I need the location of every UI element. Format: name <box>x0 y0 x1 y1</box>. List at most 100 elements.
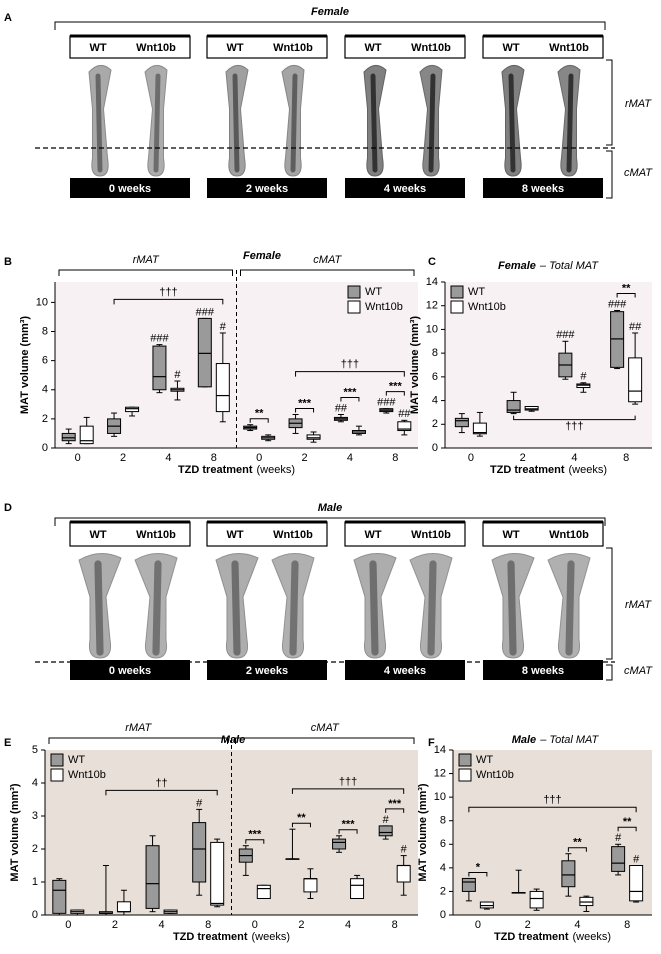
image-header <box>482 521 604 547</box>
box <box>629 865 644 902</box>
legend-swatch <box>458 768 472 782</box>
box <box>561 860 576 888</box>
x-tick-label: 8 <box>624 919 630 931</box>
box <box>215 363 230 413</box>
star-bracket <box>295 408 315 413</box>
genotype-label: Wnt10b <box>136 529 176 541</box>
x-tick-label: 8 <box>623 452 629 464</box>
significance-hash: ## <box>398 408 411 420</box>
star-bracket <box>291 822 311 828</box>
significance-stars: ** <box>255 408 264 420</box>
box <box>628 357 643 403</box>
bone-marrow <box>566 73 574 173</box>
image-panel-title: Female <box>311 6 349 18</box>
significance-stars: *** <box>388 798 402 810</box>
trend-label: †† <box>155 777 167 789</box>
x-tick-label: 2 <box>525 919 531 931</box>
box <box>454 417 469 428</box>
legend-swatch <box>50 768 64 782</box>
x-tick-label: 2 <box>520 452 526 464</box>
bone-marrow <box>508 73 516 173</box>
time-label: 8 weeks <box>522 183 564 195</box>
genotype-label: Wnt10b <box>549 529 589 541</box>
significance-hash: ### <box>150 333 169 345</box>
significance-hash: ## <box>335 402 348 414</box>
box <box>52 879 67 914</box>
bone-marrow <box>369 560 379 656</box>
legend-label: WT <box>476 754 493 766</box>
box <box>397 421 412 432</box>
time-label-box <box>483 178 603 198</box>
trend-label: ††† <box>339 776 357 788</box>
x-tick-label: 4 <box>345 919 351 931</box>
panel-letter: F <box>428 737 435 749</box>
time-label-box <box>345 178 465 198</box>
genotype-label: WT <box>364 529 381 541</box>
x-tick-label: 8 <box>211 452 217 464</box>
x-tick-label: 4 <box>571 452 577 464</box>
region-bracket <box>606 59 613 199</box>
y-tick-label: 2 <box>32 843 38 855</box>
box <box>303 878 318 893</box>
y-tick-label: 10 <box>36 296 48 308</box>
star-bracket <box>249 418 269 423</box>
x-tick-label: 0 <box>475 919 481 931</box>
box <box>529 890 544 909</box>
star-bracket <box>468 871 488 877</box>
region-label: rMAT <box>625 98 652 110</box>
significance-stars: *** <box>342 819 356 831</box>
x-tick-label: 0 <box>65 919 71 931</box>
time-label: 0 weeks <box>109 183 151 195</box>
box <box>472 422 487 435</box>
group-bracket <box>54 21 606 30</box>
chart-title-main: Male <box>512 734 536 746</box>
significance-hash: ### <box>556 329 575 341</box>
y-tick-label: 2 <box>440 885 446 897</box>
plot-background <box>453 750 652 915</box>
legend-swatch <box>450 285 464 299</box>
star-bracket <box>245 839 265 844</box>
panel-letter: E <box>4 737 11 749</box>
bone-marrow <box>94 560 104 656</box>
x-axis-title-unit: (weeks) <box>252 931 291 943</box>
bone-marrow <box>565 560 575 656</box>
trend-bracket <box>295 371 405 377</box>
star-bracket <box>616 292 636 298</box>
legend-label: Wnt10b <box>468 301 506 313</box>
significance-stars: ** <box>297 812 306 824</box>
y-tick-label: 4 <box>432 394 438 406</box>
significance-hash: # <box>580 371 587 383</box>
box <box>197 317 212 388</box>
box <box>61 432 76 442</box>
legend-label: Wnt10b <box>365 301 403 313</box>
time-label: 0 weeks <box>109 665 151 677</box>
x-axis-title: TZD treatment (weeks) <box>173 931 290 943</box>
image-header <box>206 521 328 547</box>
panel-letter: B <box>4 256 12 268</box>
time-label-box <box>207 178 327 198</box>
x-tick-label: 8 <box>392 919 398 931</box>
time-label-box <box>70 660 190 680</box>
legend-label: Wnt10b <box>476 769 514 781</box>
legend-label: Wnt10b <box>68 769 106 781</box>
y-tick-label: 14 <box>426 276 438 288</box>
genotype-label: Wnt10b <box>273 42 313 54</box>
y-tick-label: 4 <box>32 777 38 789</box>
y-tick-label: 0 <box>440 909 446 921</box>
box <box>256 884 271 899</box>
x-axis-title-unit: (weeks) <box>573 931 612 943</box>
time-label: 8 weeks <box>522 665 564 677</box>
genotype-label: WT <box>89 42 106 54</box>
y-axis-title: MAT volume (mm³) <box>9 783 21 882</box>
significance-stars: ** <box>573 837 582 849</box>
box <box>396 865 411 883</box>
box <box>378 825 393 837</box>
section-label: rMAT <box>133 254 160 266</box>
trend-bracket <box>513 415 636 421</box>
time-label: 4 weeks <box>384 665 426 677</box>
time-label-box <box>483 660 603 680</box>
box <box>611 846 626 872</box>
genotype-label: WT <box>364 42 381 54</box>
